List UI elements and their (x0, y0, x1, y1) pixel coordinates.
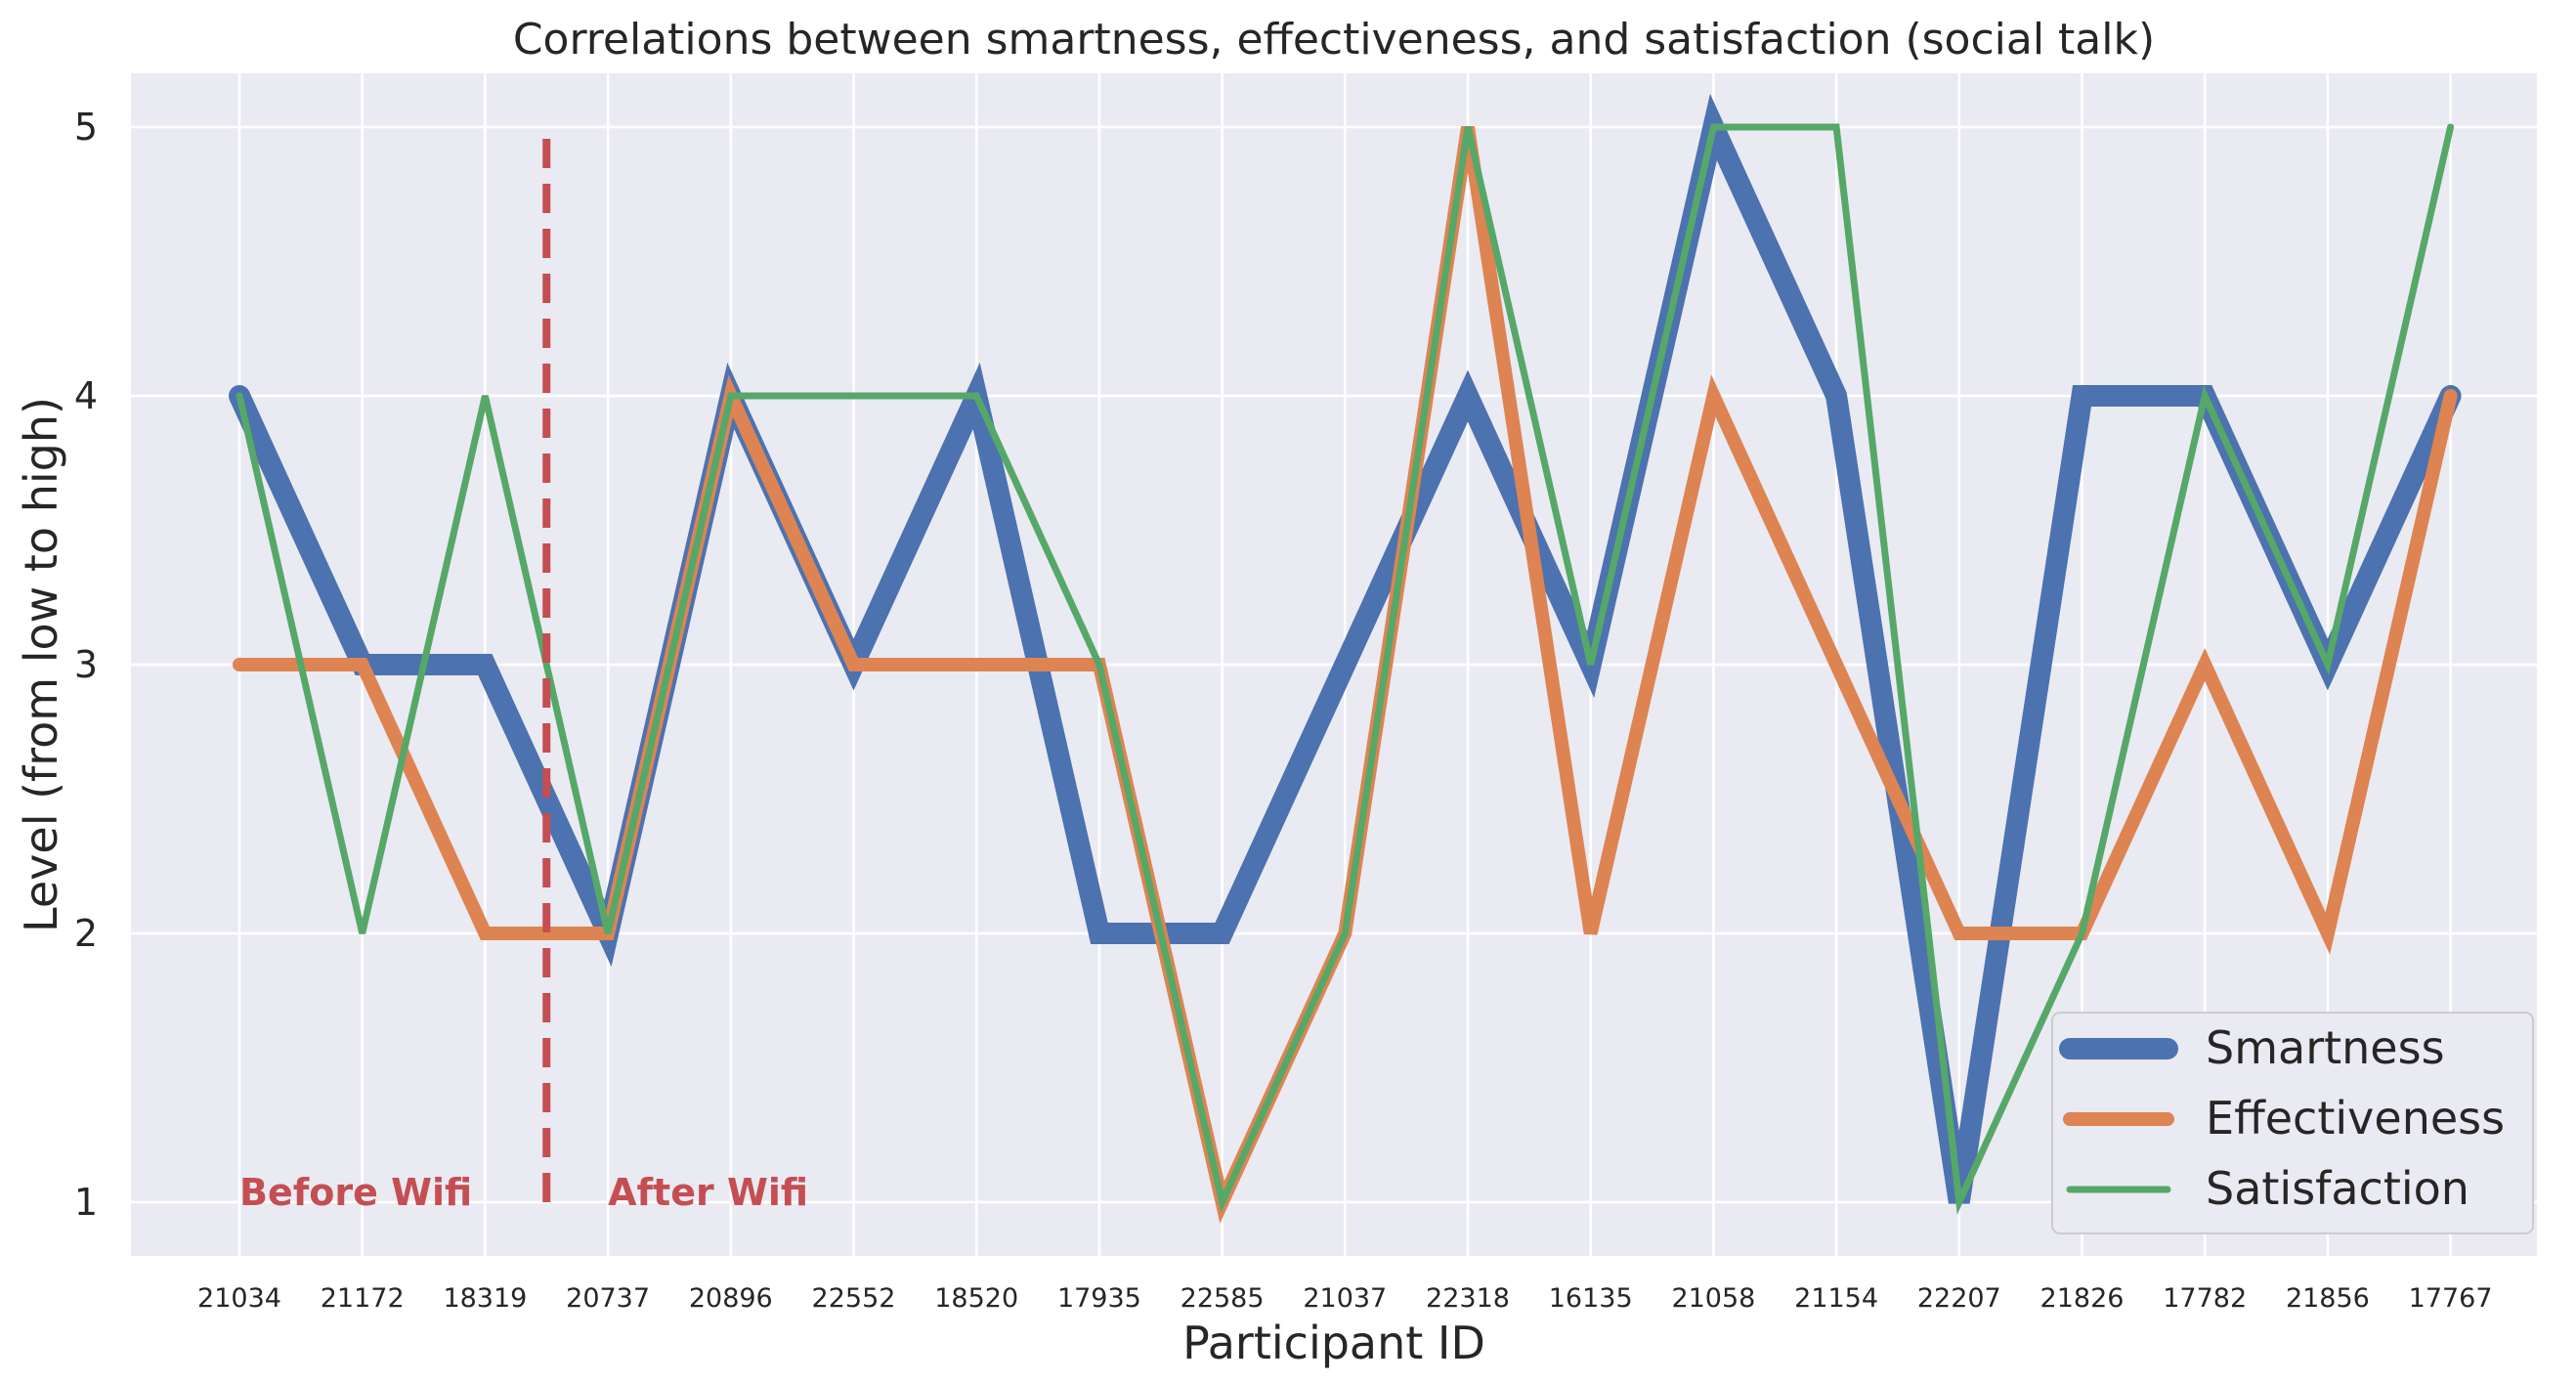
data-point-smartness (484, 664, 486, 666)
series-layer (229, 93, 2462, 1224)
data-point-effectiveness (1958, 932, 1960, 934)
y-tick-label: 5 (74, 106, 98, 149)
x-tick-label: 21037 (1303, 1283, 1387, 1314)
data-point-smartness (1835, 395, 1837, 397)
y-tick-label: 3 (74, 643, 98, 686)
data-point-smartness (1222, 932, 1224, 934)
x-tick-label: 21826 (2040, 1283, 2125, 1314)
data-point-satisfaction (362, 932, 364, 934)
annotation-label: After Wifi (608, 1171, 808, 1214)
x-axis-label: Participant ID (1182, 1317, 1485, 1369)
x-tick-labels: 21034 21172 18319 20737 20896 22552 18520 17935… (197, 1283, 2493, 1314)
x-tick-label: 21034 (197, 1283, 281, 1314)
data-point-smartness (2082, 395, 2083, 397)
y-tick-labels: 1 2 3 4 5 (74, 106, 98, 1224)
x-tick-label: 17767 (2409, 1283, 2493, 1314)
annotation-layer: Before Wifi After Wifi (239, 1171, 808, 1214)
x-tick-label: 22552 (812, 1283, 896, 1314)
data-point-effectiveness (1835, 664, 1837, 666)
data-point-satisfaction (484, 395, 486, 397)
data-point-satisfaction (607, 932, 609, 934)
data-point-smartness (1467, 395, 1469, 397)
y-tick-label: 2 (74, 912, 98, 955)
data-point-satisfaction (1958, 1201, 1960, 1203)
data-point-satisfaction (2204, 395, 2206, 397)
data-point-smartness (1344, 664, 1346, 666)
data-point-effectiveness (1712, 395, 1714, 397)
x-tick-label: 22207 (1917, 1283, 2001, 1314)
data-point-satisfaction (238, 395, 240, 397)
x-tick-label: 20896 (689, 1283, 773, 1314)
data-point-satisfaction (1590, 664, 1592, 666)
legend-label-effectiveness: Effectiveness (2206, 1092, 2505, 1145)
data-point-effectiveness (853, 664, 855, 666)
y-tick-label: 4 (74, 374, 98, 417)
data-point-satisfaction (1344, 932, 1346, 934)
data-point-satisfaction (2327, 664, 2329, 666)
data-point-effectiveness (238, 664, 240, 666)
data-point-satisfaction (2450, 126, 2452, 128)
y-axis-label: Level (from low to high) (15, 397, 67, 932)
annotation-label: Before Wifi (239, 1171, 472, 1214)
data-point-satisfaction (2082, 932, 2083, 934)
legend-box (2051, 1012, 2534, 1234)
x-tick-label: 20737 (566, 1283, 650, 1314)
series-line-satisfaction (236, 123, 2455, 1215)
x-tick-label: 22585 (1181, 1283, 1265, 1314)
data-point-effectiveness (2204, 664, 2206, 666)
x-tick-label: 21154 (1794, 1283, 1878, 1314)
data-point-satisfaction (1098, 664, 1100, 666)
x-tick-label: 18520 (934, 1283, 1018, 1314)
data-point-satisfaction (1712, 126, 1714, 128)
data-point-satisfaction (1835, 126, 1837, 128)
x-tick-label: 18319 (443, 1283, 527, 1314)
data-point-satisfaction (853, 395, 855, 397)
x-tick-label: 21856 (2286, 1283, 2370, 1314)
data-point-effectiveness (2327, 932, 2329, 934)
data-point-satisfaction (730, 395, 732, 397)
data-point-effectiveness (1590, 932, 1592, 934)
x-tick-label: 16135 (1549, 1283, 1633, 1314)
chart-title: Correlations between smartness, effectiv… (513, 15, 2155, 65)
legend-label-smartness: Smartness (2206, 1021, 2445, 1074)
data-point-satisfaction (975, 395, 977, 397)
data-point-satisfaction (1222, 1201, 1224, 1203)
data-point-satisfaction (1467, 126, 1469, 128)
x-tick-label: 17935 (1057, 1283, 1141, 1314)
data-point-effectiveness (2450, 395, 2452, 397)
x-tick-label: 21058 (1671, 1283, 1755, 1314)
legend: Smartness Effectiveness Satisfaction (2051, 1012, 2534, 1234)
x-tick-label: 22318 (1426, 1283, 1510, 1314)
x-tick-label: 17782 (2163, 1283, 2247, 1314)
x-tick-label: 21172 (321, 1283, 405, 1314)
data-point-smartness (1098, 932, 1100, 934)
legend-label-satisfaction: Satisfaction (2206, 1162, 2469, 1215)
data-point-effectiveness (362, 664, 364, 666)
data-point-effectiveness (975, 664, 977, 666)
y-tick-label: 1 (74, 1181, 98, 1224)
data-point-effectiveness (484, 932, 486, 934)
